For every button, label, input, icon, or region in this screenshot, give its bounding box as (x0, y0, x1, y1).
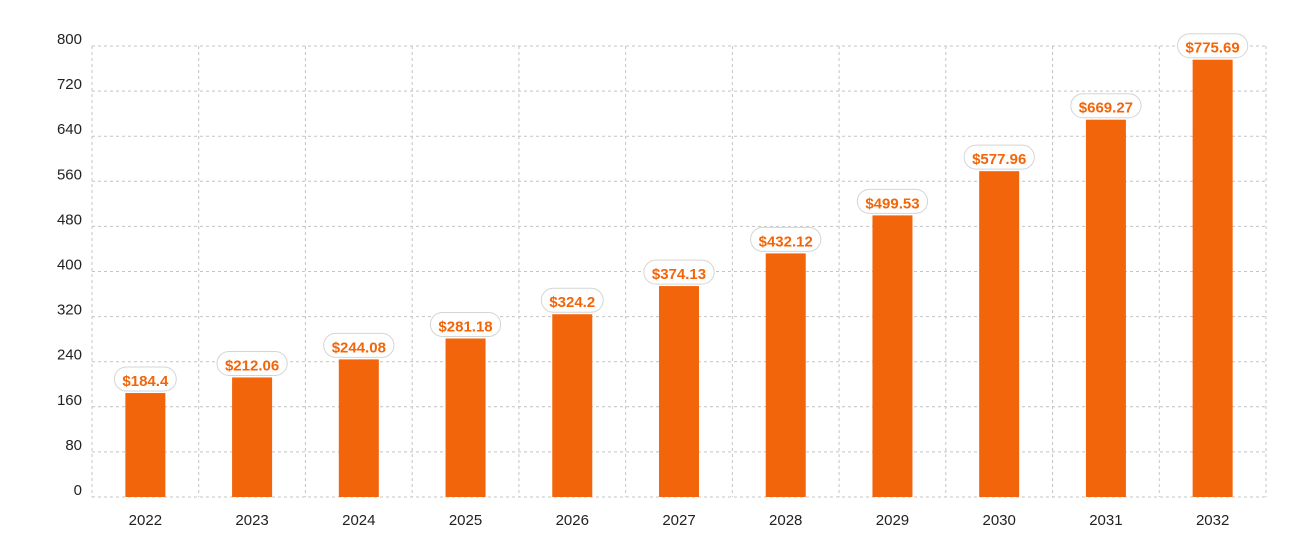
x-tick-label: 2026 (556, 512, 589, 529)
y-tick-label: 0 (74, 482, 82, 499)
axis-labels: 0 80 160 240 320 400 480 560 640 720 800 2022 2023 20… (57, 31, 1229, 529)
data-label-pill (113, 366, 177, 392)
data-label: $374.13 (643, 259, 715, 285)
data-label-pill (750, 226, 822, 252)
x-tick-label: 2029 (876, 512, 909, 529)
data-label-text: $324.2 (549, 294, 595, 311)
grid (91, 45, 1267, 498)
y-tick-label: 480 (57, 211, 82, 228)
data-label-pill (856, 188, 929, 214)
bar-2022 (125, 393, 166, 497)
data-label-pill (429, 311, 502, 337)
bar-2024 (338, 359, 379, 497)
data-label: $775.69 (1177, 33, 1249, 59)
y-tick-label: 800 (57, 31, 82, 48)
data-label: $324.2 (540, 287, 604, 313)
bar-2030 (979, 171, 1020, 497)
data-label: $212.06 (216, 350, 288, 376)
data-label: $244.08 (323, 332, 395, 358)
x-tick-label: 2024 (342, 512, 375, 529)
x-tick-label: 2023 (235, 512, 268, 529)
x-tick-label: 2031 (1089, 512, 1122, 529)
data-label-pill (540, 287, 604, 313)
data-label-text: $499.53 (865, 195, 919, 212)
y-tick-label: 320 (57, 302, 82, 319)
x-tick-label: 2030 (982, 512, 1015, 529)
data-label-pill (1070, 93, 1142, 119)
y-tick-label: 640 (57, 121, 82, 138)
data-label-pill (963, 144, 1035, 170)
bar-2026 (552, 314, 593, 497)
data-label-text: $281.18 (438, 318, 492, 335)
bar-2025 (445, 338, 486, 497)
bar-2032 (1192, 59, 1233, 497)
data-label-text: $577.96 (972, 151, 1026, 168)
data-label: $432.12 (750, 226, 822, 252)
data-label-text: $374.13 (652, 266, 706, 283)
y-tick-label: 400 (57, 257, 82, 274)
bar-2031 (1085, 119, 1126, 497)
data-label-pill (1177, 33, 1249, 59)
data-label-text: $775.69 (1186, 40, 1240, 57)
x-tick-label: 2022 (129, 512, 162, 529)
x-tick-label: 2025 (449, 512, 482, 529)
data-label: $669.27 (1070, 93, 1142, 119)
data-label-pill (323, 332, 395, 358)
data-label-pill (643, 259, 715, 285)
data-label-pill (216, 350, 288, 376)
bars (125, 59, 1233, 498)
data-label: $577.96 (963, 144, 1035, 170)
x-tick-label: 2027 (662, 512, 695, 529)
data-label-text: $184.4 (122, 373, 169, 390)
data-label-text: $244.08 (332, 339, 386, 356)
x-tick-label: 2028 (769, 512, 802, 529)
data-label-text: $669.27 (1079, 100, 1133, 117)
y-tick-label: 560 (57, 166, 82, 183)
data-label-text: $432.12 (759, 233, 813, 250)
bar-2023 (232, 377, 273, 497)
bar-2029 (872, 215, 913, 498)
data-label: $499.53 (856, 188, 929, 214)
bar-2028 (765, 253, 806, 497)
bar-2027 (659, 286, 699, 497)
x-tick-label: 2032 (1196, 512, 1229, 529)
y-tick-label: 160 (57, 392, 82, 409)
y-tick-label: 240 (57, 347, 82, 364)
data-label: $184.4 (113, 366, 177, 392)
data-label: $281.18 (429, 311, 502, 337)
data-labels: $184.4 $212.06 $244.08 $281.18 $324.2 $374.13… (113, 33, 1249, 392)
y-tick-label: 80 (65, 437, 82, 454)
y-tick-label: 720 (57, 76, 82, 93)
data-label-text: $212.06 (225, 357, 279, 374)
